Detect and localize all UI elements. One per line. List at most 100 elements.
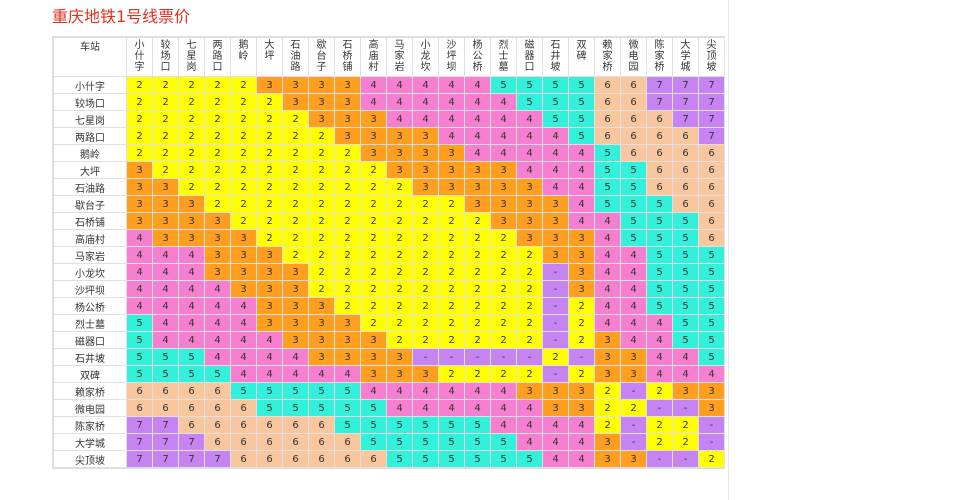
fare-cell: 2	[256, 161, 283, 179]
fare-cell: 5	[126, 365, 153, 383]
fare-cell: 3	[360, 110, 387, 128]
fare-cell: 4	[360, 382, 387, 400]
fare-cell: 6	[672, 161, 699, 179]
fare-cell: 5	[698, 280, 725, 298]
fare-cell: 5	[438, 416, 465, 434]
fare-cell: 2	[542, 348, 569, 366]
fare-cell: -	[620, 382, 647, 400]
fare-cell: 5	[516, 93, 543, 111]
fare-cell: 4	[412, 93, 439, 111]
fare-cell: 5	[542, 93, 569, 111]
fare-cell: 5	[698, 314, 725, 332]
column-header-label: 尖顶坡	[706, 40, 717, 73]
fare-cell: 5	[516, 450, 543, 468]
fare-cell: 3	[126, 161, 153, 179]
fare-cell: -	[542, 297, 569, 315]
fare-cell: 4	[594, 246, 621, 264]
fare-cell: 5	[620, 161, 647, 179]
fare-cell: 4	[386, 399, 413, 417]
fare-cell: 2	[334, 229, 361, 247]
fare-cell: 5	[126, 348, 153, 366]
fare-cell: 2	[204, 195, 231, 213]
fare-cell: 2	[282, 110, 309, 128]
fare-cell: 4	[282, 365, 309, 383]
fare-cell: 2	[386, 263, 413, 281]
fare-cell: 4	[542, 178, 569, 196]
fare-cell: 4	[126, 263, 153, 281]
fare-cell: 2	[204, 127, 231, 145]
fare-cell: 4	[594, 297, 621, 315]
fare-cell: 2	[594, 399, 621, 417]
fare-cell: 3	[334, 314, 361, 332]
fare-cell: 3	[438, 161, 465, 179]
fare-cell: 3	[594, 433, 621, 451]
fare-cell: 4	[464, 110, 491, 128]
fare-cell: 5	[620, 195, 647, 213]
fare-cell: 3	[568, 229, 595, 247]
fare-cell: 5	[490, 450, 517, 468]
fare-cell: 2	[152, 76, 179, 94]
fare-cell: 2	[256, 127, 283, 145]
fare-cell: 2	[438, 263, 465, 281]
fare-cell: 6	[672, 144, 699, 162]
fare-cell: 2	[256, 110, 283, 128]
fare-cell: 5	[568, 93, 595, 111]
fare-cell: 4	[542, 416, 569, 434]
fare-cell: 3	[256, 297, 283, 315]
table-row: 双碑 5 5 5 5 4 4 4 4 4 3 3 3 2 2 2 2-2 3 3 4 4 4	[53, 365, 725, 383]
fare-cell: 3	[204, 246, 231, 264]
fare-cell: 6	[178, 416, 205, 434]
fare-cell: 2	[438, 314, 465, 332]
fare-cell: 2	[334, 144, 361, 162]
fare-cell: 5	[594, 144, 621, 162]
fare-cell: 3	[282, 314, 309, 332]
fare-cell: 5	[516, 76, 543, 94]
fare-cell: 4	[568, 212, 595, 230]
row-header-station: 双碑	[53, 365, 127, 383]
fare-cell: -	[412, 348, 439, 366]
fare-cell: 6	[334, 450, 361, 468]
fare-cell: 6	[126, 382, 153, 400]
fare-cell: 4	[386, 93, 413, 111]
fare-cell: 2	[178, 144, 205, 162]
fare-cell: 6	[230, 416, 257, 434]
fare-cell: 3	[230, 280, 257, 298]
column-header-label: 烈士墓	[498, 40, 509, 73]
fare-cell: 5	[620, 212, 647, 230]
fare-cell: 2	[360, 246, 387, 264]
fare-cell: 2	[490, 229, 517, 247]
fare-cell: 5	[230, 382, 257, 400]
column-header-label: 微电园	[628, 40, 639, 73]
fare-cell: 3	[256, 246, 283, 264]
fare-cell: 3	[594, 348, 621, 366]
fare-cell: 5	[464, 416, 491, 434]
fare-cell: 4	[516, 399, 543, 417]
fare-cell: 7	[672, 76, 699, 94]
table-row: 大坪 3 2 2 2 2 2 2 2 2 2 3 3 3 3 3 4 4 4 5 5 6 6 6	[53, 161, 725, 179]
fare-cell: 5	[282, 399, 309, 417]
fare-cell: 5	[646, 263, 673, 281]
fare-cell: 7	[178, 433, 205, 451]
fare-cell: 7	[698, 127, 725, 145]
fare-cell: 4	[516, 416, 543, 434]
column-header-station: 石井坡	[542, 37, 569, 77]
fare-cell: 6	[360, 450, 387, 468]
row-header-station: 小龙坎	[53, 263, 127, 281]
fare-cell: 3	[256, 280, 283, 298]
fare-cell: 3	[152, 212, 179, 230]
fare-cell: -	[672, 450, 699, 468]
fare-cell: 5	[672, 280, 699, 298]
fare-cell: 4	[412, 382, 439, 400]
fare-cell: 3	[386, 127, 413, 145]
fare-cell: 4	[464, 144, 491, 162]
column-header-label: 较场口	[160, 40, 171, 73]
fare-cell: 5	[152, 348, 179, 366]
fare-cell: 2	[360, 297, 387, 315]
fare-cell: 2	[334, 246, 361, 264]
column-header-label: 小龙坎	[420, 40, 431, 73]
fare-cell: 4	[568, 433, 595, 451]
fare-cell: 5	[672, 246, 699, 264]
fare-cell: 6	[152, 382, 179, 400]
fare-cell: 3	[568, 399, 595, 417]
fare-cell: 2	[594, 382, 621, 400]
